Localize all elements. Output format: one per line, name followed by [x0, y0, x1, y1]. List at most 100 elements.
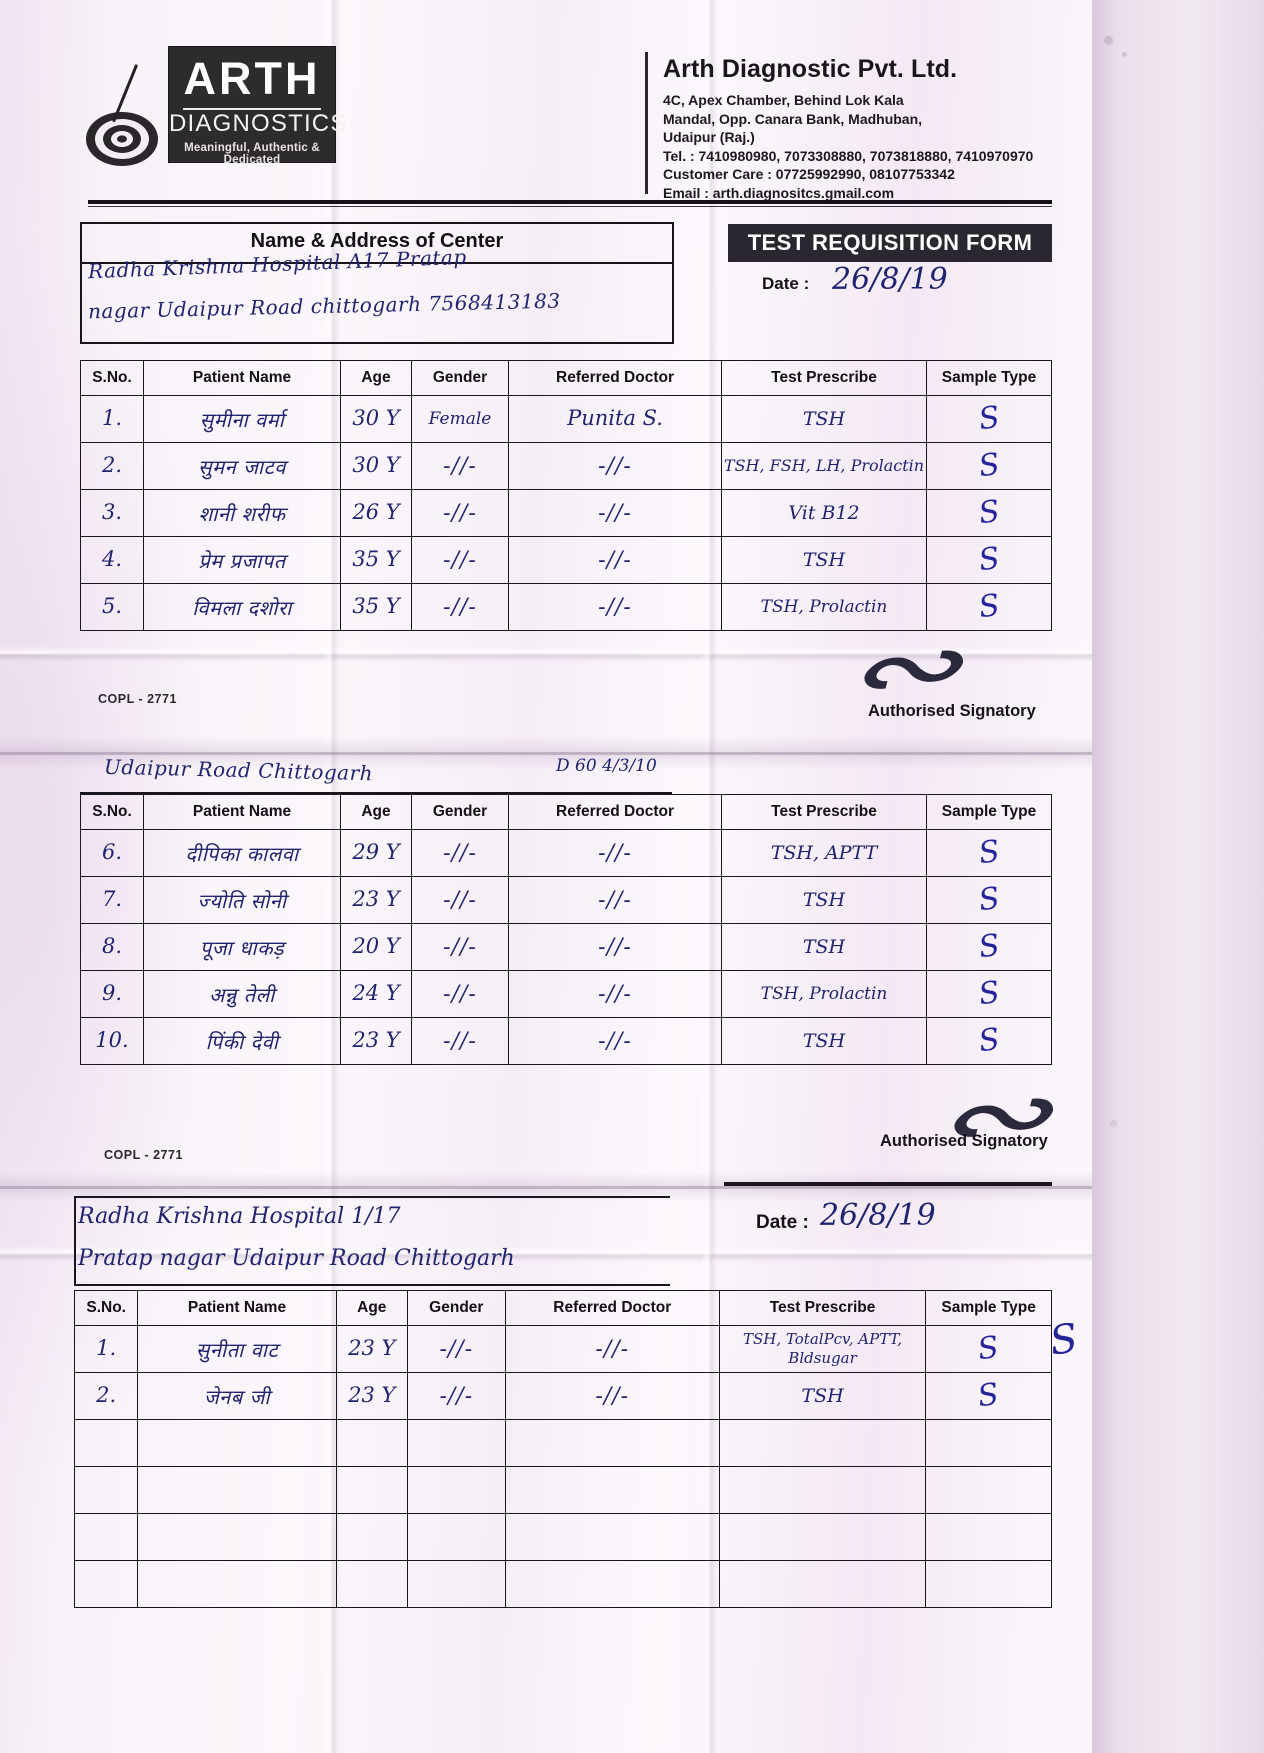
hw-doctor: -//-	[595, 1383, 630, 1409]
hw-gender: -//-	[443, 840, 477, 866]
table-row[interactable]: 7. ज्योति सोनी 23 Y -//- -//- TSH S	[80, 876, 1052, 924]
hw-sample: S	[976, 446, 1002, 485]
cell-doctor: -//-	[504, 1372, 720, 1420]
cell-test	[718, 1419, 927, 1467]
cell-age	[335, 1466, 409, 1514]
cell-doctor: -//-	[508, 1017, 722, 1065]
hw-doctor: -//-	[598, 594, 632, 620]
th-age: Age	[335, 1290, 409, 1326]
table-row[interactable]: 8. पूजा धाकड़ 20 Y -//- -//- TSH S	[80, 923, 1052, 971]
date-label-1: Date :	[762, 274, 810, 293]
target-logo-icon	[84, 105, 160, 167]
cell-gender: -//-	[411, 923, 509, 971]
cell-age: 23 Y	[335, 1325, 409, 1373]
cell-sample: S	[925, 1325, 1052, 1373]
cell-name: दीपिका कालवा	[143, 829, 341, 877]
cell-sample: S	[926, 489, 1052, 537]
cell-age: 23 Y	[335, 1372, 409, 1420]
handwritten-center-name-3a: Radha Krishna Hospital 1/17	[78, 1204, 401, 1229]
th-sno: S.No.	[73, 1290, 139, 1326]
cell-test: TSH	[721, 536, 927, 584]
table-row[interactable]: 1. सुनीता वाट 23 Y -//- -//- TSH, TotalP…	[73, 1325, 1052, 1373]
hw-test: TSH, APTT	[770, 842, 878, 864]
hw-sample: S	[975, 1329, 1002, 1368]
hw-sample: S	[976, 1021, 1002, 1060]
requisition-table-1[interactable]: S.No. Patient Name Age Gender Referred D…	[80, 360, 1052, 631]
cell-age: 24 Y	[340, 970, 412, 1018]
cell-gender: -//-	[411, 442, 509, 490]
center-address-box-1[interactable]: Name & Address of Center	[80, 222, 674, 344]
table-row[interactable]: 2. सुमन जाटव 30 Y -//- -//- TSH, FSH, LH…	[80, 442, 1052, 490]
table-row[interactable]	[73, 1513, 1052, 1561]
hw-doctor: -//-	[598, 453, 632, 479]
cell-doctor	[504, 1419, 720, 1467]
test-requisition-badge-1: TEST REQUISITION FORM	[728, 224, 1052, 262]
cell-test: TSH	[721, 876, 927, 924]
table-row[interactable]: 2. जेनब जी 23 Y -//- -//- TSH S	[73, 1372, 1052, 1420]
cell-gender: Female	[411, 395, 509, 443]
cell-test: TSH	[721, 1017, 927, 1065]
th-gender: Gender	[411, 360, 509, 396]
cell-name: अन्नु तेली	[143, 970, 341, 1018]
hw-test: TSH, FSH, LH, Prolactin	[723, 456, 925, 475]
requisition-table-3[interactable]: S.No. Patient Name Age Gender Referred D…	[73, 1290, 1052, 1608]
hw-sample: S	[976, 540, 1002, 579]
table-row[interactable]: 6. दीपिका कालवा 29 Y -//- -//- TSH, APTT…	[80, 829, 1052, 877]
th-name: Patient Name	[143, 360, 341, 396]
hw-sample: S	[976, 493, 1002, 532]
hw-gender: -//-	[443, 981, 477, 1007]
cell-test: TSH	[718, 1372, 927, 1420]
cell-gender: -//-	[411, 583, 509, 631]
hw-gender: -//-	[443, 500, 477, 526]
table-row[interactable]	[73, 1419, 1052, 1467]
hw-age: 30 Y	[352, 406, 400, 430]
cell-name: शानी शरीफ	[143, 489, 341, 537]
cell-sno: 6.	[80, 829, 144, 877]
table-row[interactable]: 5. विमला दशोरा 35 Y -//- -//- TSH, Prola…	[80, 583, 1052, 631]
hw-age: 20 Y	[352, 934, 400, 958]
hw-gender: -//-	[443, 453, 477, 479]
table-row[interactable]: 9. अन्नु तेली 24 Y -//- -//- TSH, Prolac…	[80, 970, 1052, 1018]
cell-sno	[73, 1419, 139, 1467]
cell-sample: S	[926, 970, 1052, 1018]
cell-sample: S	[926, 829, 1052, 877]
hw-gender: -//-	[443, 594, 477, 620]
hw-test: TSH, TotalPcv, APTT, Bldsugar	[743, 1330, 903, 1367]
hw-test: TSH, Prolactin	[760, 984, 888, 1004]
hw-test: TSH	[802, 889, 846, 911]
cell-gender: -//-	[411, 829, 509, 877]
hw-sample: S	[976, 833, 1002, 872]
cell-sno	[73, 1466, 139, 1514]
hw-sample: S	[975, 1376, 1002, 1415]
cell-doctor: Punita S.	[508, 395, 722, 443]
table-row[interactable]	[73, 1560, 1052, 1608]
hw-age: 24 Y	[352, 981, 400, 1005]
hw-age: 26 Y	[352, 500, 400, 524]
hw-name: विमला दशोरा	[192, 595, 292, 620]
cell-sno: 9.	[80, 970, 144, 1018]
authorised-signatory-label-2: Authorised Signatory	[880, 1132, 1048, 1150]
cell-test	[718, 1560, 927, 1608]
th-doctor: Referred Doctor	[508, 794, 722, 830]
cell-age: 30 Y	[340, 395, 412, 443]
cell-name: जेनब जी	[137, 1372, 337, 1420]
handwritten-date-1: 26/8/19	[832, 262, 948, 297]
table-row[interactable]: 3. शानी शरीफ 26 Y -//- -//- Vit B12 S	[80, 489, 1052, 537]
cell-doctor: -//-	[508, 829, 722, 877]
edge-artifacts	[1092, 0, 1264, 1753]
table-row[interactable]: 10. पिंकी देवी 23 Y -//- -//- TSH S	[80, 1017, 1052, 1065]
cell-age: 23 Y	[340, 1017, 412, 1065]
th-sample: Sample Type	[926, 794, 1052, 830]
cell-sno	[73, 1513, 139, 1561]
hw-name: दीपिका कालवा	[185, 841, 299, 866]
cell-age	[335, 1560, 409, 1608]
hw-sno: 2.	[101, 453, 123, 477]
hw-age: 23 Y	[348, 1383, 396, 1407]
th-test: Test Prescribe	[721, 794, 927, 830]
hw-name: प्रेम प्रजापत	[198, 548, 286, 573]
hw-doctor: -//-	[598, 887, 632, 913]
table-row[interactable]	[73, 1466, 1052, 1514]
table-row[interactable]: 1. सुमीना वर्मा 30 Y Female Punita S. TS…	[80, 395, 1052, 443]
table-row[interactable]: 4. प्रेम प्रजापत 35 Y -//- -//- TSH S	[80, 536, 1052, 584]
requisition-table-2[interactable]: S.No. Patient Name Age Gender Referred D…	[80, 794, 1052, 1065]
